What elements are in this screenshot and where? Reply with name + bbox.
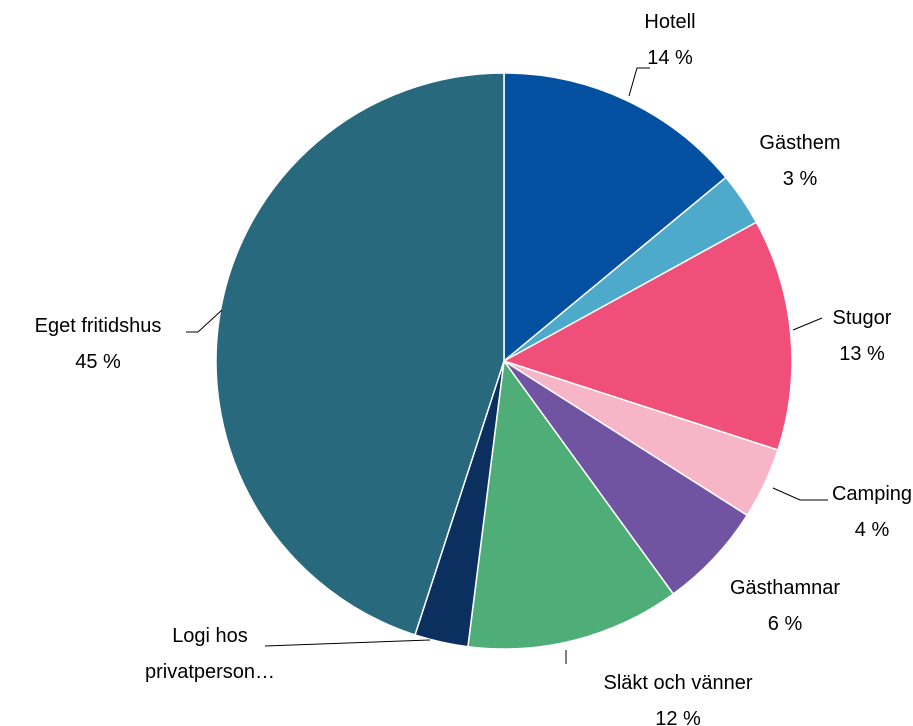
value-label: 12 %	[655, 708, 701, 726]
value-label: 3 %	[782, 168, 818, 190]
pie-slice	[503, 72, 727, 363]
slice-label: Gästhem	[759, 132, 841, 154]
slice-label: Släkt och vänner	[603, 672, 753, 694]
value-label: 13 %	[839, 343, 885, 365]
value-label: 4 %	[854, 519, 890, 541]
value-label: 14 %	[647, 47, 693, 69]
pie-slice	[467, 359, 675, 650]
pie-slice	[502, 221, 793, 451]
slice-label: Eget fritidshus	[34, 315, 162, 337]
leader-line	[628, 67, 650, 97]
value-label: 6 %	[767, 613, 803, 635]
pie-slice	[215, 72, 505, 636]
leader-line	[186, 309, 223, 333]
slice-label: Hotell	[644, 11, 696, 33]
slice-label: Gästhamnar	[729, 577, 841, 599]
slice-label: Logi hos privatperson…	[144, 625, 276, 683]
leader-line	[264, 639, 431, 647]
value-label: 45 %	[75, 351, 121, 373]
slice-label: Camping	[831, 483, 913, 505]
leader-line	[772, 487, 828, 501]
slice-label: Stugor	[832, 307, 892, 329]
leader-line	[792, 317, 823, 331]
